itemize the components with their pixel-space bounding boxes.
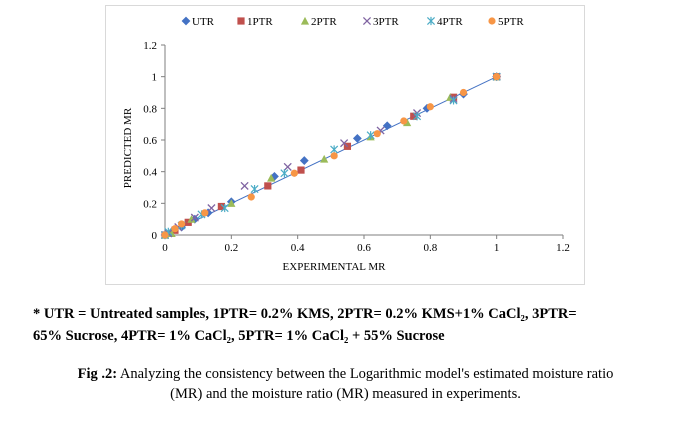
5ptr-point xyxy=(373,130,381,138)
footnote-line-2: 65% Sucrose, 4PTR= 1% CaCl₂, 5PTR= 1% Ca… xyxy=(33,328,445,344)
y-tick-label: 0.8 xyxy=(143,103,157,115)
3ptr-point xyxy=(240,181,249,190)
x-tick-label: 0.6 xyxy=(357,242,371,254)
5ptr-point xyxy=(290,169,298,177)
5ptr-point xyxy=(201,209,209,217)
x-tick-label: 0.2 xyxy=(224,242,238,254)
1ptr-point xyxy=(297,166,305,174)
y-tick-label: 1 xyxy=(152,72,158,84)
5ptr-point xyxy=(247,193,255,201)
legend-marker-3ptr xyxy=(362,16,372,26)
2ptr-point xyxy=(227,199,236,207)
3ptr-point xyxy=(190,213,199,222)
legend-label-3ptr: 3PTR xyxy=(373,16,399,28)
utr-point xyxy=(299,156,309,165)
x-tick-label: 1 xyxy=(494,242,500,254)
4ptr-point xyxy=(220,203,229,213)
2ptr-point xyxy=(320,154,329,163)
4ptr-point xyxy=(449,96,458,105)
footnote-line-1: * UTR = Untreated samples, 1PTR= 0.2% KM… xyxy=(33,306,577,322)
legend-marker-2ptr xyxy=(300,16,310,25)
5ptr-point xyxy=(330,152,338,160)
x-tick-label: 0.4 xyxy=(291,242,305,254)
3ptr-point xyxy=(207,204,216,213)
5ptr-point xyxy=(171,225,179,233)
5ptr-point xyxy=(426,103,434,111)
legend-marker-5ptr xyxy=(488,17,496,25)
legend-label-4ptr: 4PTR xyxy=(437,16,463,28)
y-axis-title: PREDICTED MR xyxy=(122,107,134,188)
5ptr-point xyxy=(177,220,186,228)
4ptr-point xyxy=(366,131,375,140)
y-tick-label: 1.2 xyxy=(143,40,157,52)
utr-point xyxy=(352,134,362,143)
y-tick-label: 0 xyxy=(152,230,158,242)
legend-marker-1ptr xyxy=(237,17,245,25)
figure-caption-line-1: Fig .2: Analyzing the consistency betwee… xyxy=(0,364,691,384)
x-axis-title: EXPERIMENTAL MR xyxy=(283,261,387,273)
2ptr-point xyxy=(267,173,276,182)
utr-point xyxy=(190,214,200,224)
legend-label-5ptr: 5PTR xyxy=(498,16,524,28)
legend-label-2ptr: 2PTR xyxy=(311,16,337,28)
4ptr-point xyxy=(250,184,259,194)
figure-caption-line-2: (MR) and the moisture ratio (MR) measure… xyxy=(170,386,521,402)
legend-marker-utr xyxy=(181,16,191,26)
x-tick-label: 1.2 xyxy=(556,242,570,254)
x-tick-label: 0.8 xyxy=(423,242,437,254)
legend-label-1ptr: 1PTR xyxy=(247,16,273,28)
1ptr-point xyxy=(264,182,272,190)
utr-point xyxy=(422,103,432,113)
y-tick-label: 0.4 xyxy=(143,167,157,179)
5ptr-point xyxy=(459,88,468,97)
y-tick-label: 0.6 xyxy=(143,135,157,147)
legend-label-utr: UTR xyxy=(192,16,215,28)
2ptr-point xyxy=(187,215,196,223)
5ptr-point xyxy=(161,231,169,239)
caption-text-1: Analyzing the consistency between the Lo… xyxy=(117,366,614,382)
legend-marker-4ptr xyxy=(426,16,436,26)
y-tick-label: 0.2 xyxy=(143,198,157,210)
4ptr-point xyxy=(413,112,422,121)
5ptr-point xyxy=(400,117,408,125)
5ptr-point xyxy=(493,73,501,81)
3ptr-point xyxy=(340,139,349,148)
figure-label: Fig .2: xyxy=(77,366,118,382)
3ptr-point xyxy=(283,162,292,171)
chart-frame xyxy=(105,5,585,285)
utr-point xyxy=(382,121,392,131)
1ptr-point xyxy=(217,202,225,211)
x-tick-label: 0 xyxy=(162,242,168,254)
scatter-chart: 0 0.2 0.4 0.6 0.8 1 1.2 0 0.2 0.4 0.6 0.8 1 1.2 EXPERI… xyxy=(122,16,570,273)
4ptr-point xyxy=(280,169,289,178)
